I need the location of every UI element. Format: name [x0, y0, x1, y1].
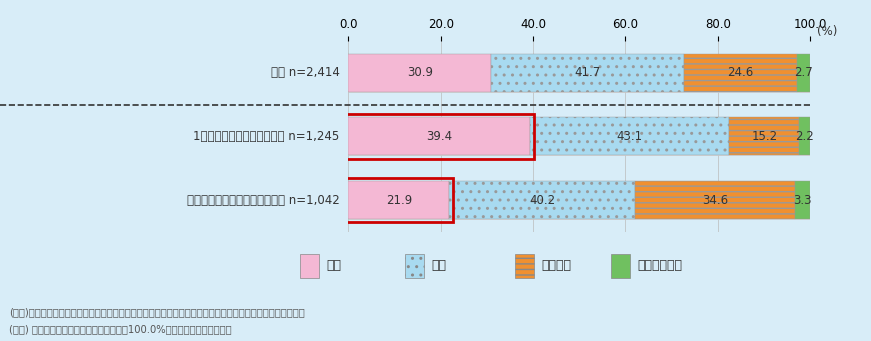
Bar	[800, 117, 809, 155]
Bar	[348, 117, 530, 155]
Text: 2.2: 2.2	[795, 130, 814, 143]
Bar	[635, 181, 795, 219]
Bar	[449, 181, 635, 219]
Bar	[300, 254, 319, 278]
Text: 21.9: 21.9	[386, 194, 412, 207]
Text: 40.2: 40.2	[530, 194, 556, 207]
Bar	[348, 181, 449, 219]
Text: 全体 n=2,414: 全体 n=2,414	[271, 66, 340, 79]
Text: (注２) 四捨五入の関係で、足し合わせても100.0%にならない場合がある。: (注２) 四捨五入の関係で、足し合わせても100.0%にならない場合がある。	[9, 324, 232, 334]
Bar	[729, 117, 800, 155]
Bar	[795, 181, 810, 219]
Text: 41.7: 41.7	[574, 66, 600, 79]
Bar	[797, 54, 809, 92]
Text: 普通: 普通	[431, 260, 446, 272]
Text: 15.2: 15.2	[752, 130, 778, 143]
Bar	[530, 117, 729, 155]
Bar	[348, 181, 810, 219]
Text: 1年間に活動または参加した n=1,245: 1年間に活動または参加した n=1,245	[193, 130, 340, 143]
Text: (%): (%)	[817, 25, 837, 38]
Text: 30.9: 30.9	[407, 66, 433, 79]
Text: 3.3: 3.3	[793, 194, 812, 207]
Text: 不明・無回答: 不明・無回答	[638, 260, 682, 272]
Text: 2.7: 2.7	[794, 66, 813, 79]
Text: 良い: 良い	[326, 260, 341, 272]
Bar	[348, 117, 810, 155]
Text: 43.1: 43.1	[617, 130, 643, 143]
Bar	[684, 54, 797, 92]
Bar	[348, 54, 491, 92]
Text: 良くない: 良くない	[542, 260, 571, 272]
Text: 34.6: 34.6	[702, 194, 728, 207]
Bar	[405, 254, 424, 278]
Text: 活動または参加したものはない n=1,042: 活動または参加したものはない n=1,042	[187, 194, 340, 207]
Bar	[516, 254, 535, 278]
Bar	[491, 54, 684, 92]
Text: 24.6: 24.6	[727, 66, 753, 79]
Bar	[348, 54, 810, 92]
Text: (注１)「良い」は「良い」と「まあ良い」の合計、「良くない」は「あまり良くない」と「良くない」の合計: (注１)「良い」は「良い」と「まあ良い」の合計、「良くない」は「あまり良くない」…	[9, 307, 305, 317]
Text: 39.4: 39.4	[426, 130, 452, 143]
Bar	[611, 254, 631, 278]
